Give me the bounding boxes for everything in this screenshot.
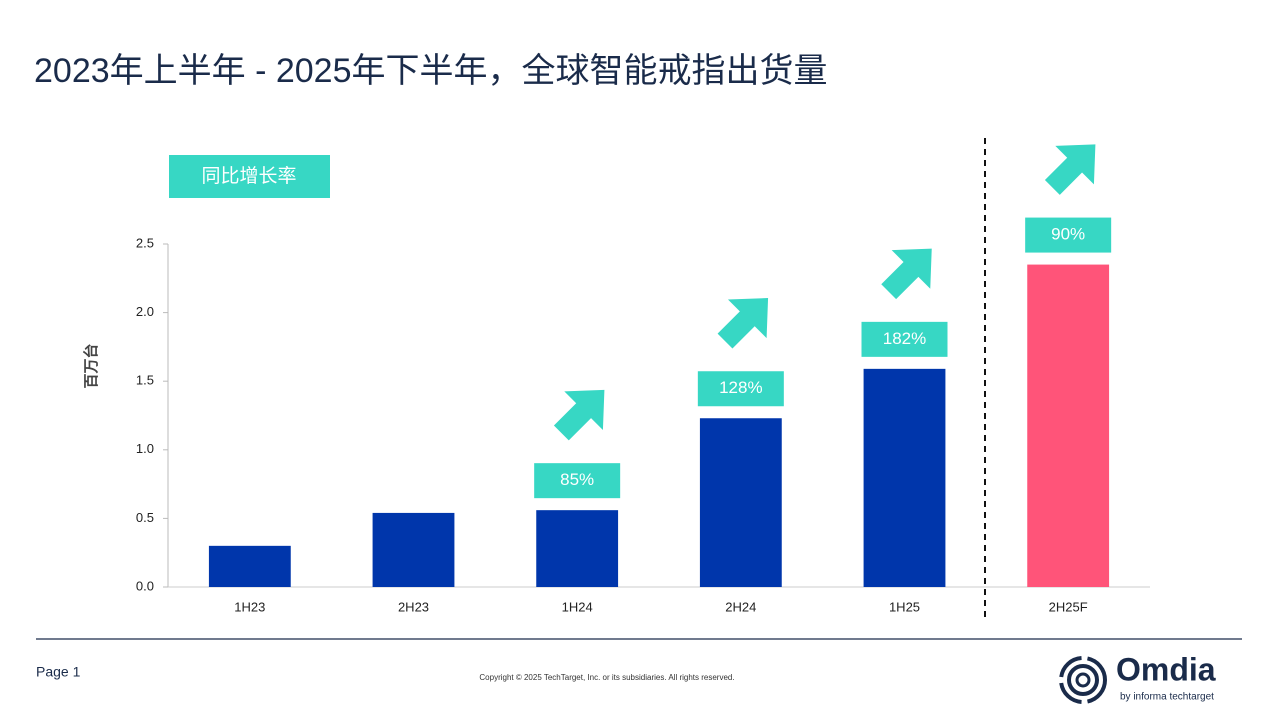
bar	[208, 545, 291, 587]
logo-text: Omdia	[1116, 651, 1216, 687]
y-tick-label: 1.0	[136, 441, 154, 456]
growth-label: 182%	[883, 329, 926, 348]
growth-arrow	[1044, 144, 1096, 195]
growth-label: 90%	[1051, 225, 1085, 244]
legend-label: 同比增长率	[201, 165, 296, 187]
x-tick-label: 2H23	[398, 599, 429, 614]
x-tick-label: 1H25	[889, 599, 920, 614]
logo-mark	[1059, 656, 1107, 704]
y-tick-label: 2.5	[136, 235, 154, 250]
legend-swatch	[169, 155, 330, 198]
bar	[863, 368, 946, 587]
growth-label-box	[534, 463, 621, 499]
y-tick-label: 0.0	[136, 578, 154, 593]
bar	[536, 510, 619, 587]
growth-arrow	[717, 298, 769, 349]
page-number: Page 1	[36, 664, 81, 680]
growth-arrow	[881, 248, 932, 300]
y-tick-label: 1.5	[136, 373, 154, 388]
y-tick-label: 2.0	[136, 304, 154, 319]
growth-label-box	[697, 371, 784, 407]
growth-label-box	[861, 321, 948, 357]
x-tick-label: 1H23	[234, 599, 265, 614]
x-tick-label: 2H24	[725, 599, 756, 614]
growth-label: 85%	[560, 470, 594, 489]
bar	[1027, 264, 1110, 587]
x-tick-label: 2H25F	[1049, 599, 1088, 614]
logo-subtext: by informa techtarget	[1120, 692, 1214, 703]
growth-label: 128%	[719, 378, 762, 397]
x-tick-label: 1H24	[562, 599, 593, 614]
y-tick-label: 0.5	[136, 510, 154, 525]
bar	[699, 418, 782, 587]
title: 2023年上半年 - 2025年下半年，全球智能戒指出货量	[34, 52, 828, 90]
growth-label-box	[1025, 217, 1112, 253]
y-axis-label: 百万台	[82, 343, 100, 388]
copyright: Copyright © 2025 TechTarget, Inc. or its…	[479, 673, 734, 682]
bar	[372, 512, 455, 587]
growth-arrow	[553, 389, 605, 441]
